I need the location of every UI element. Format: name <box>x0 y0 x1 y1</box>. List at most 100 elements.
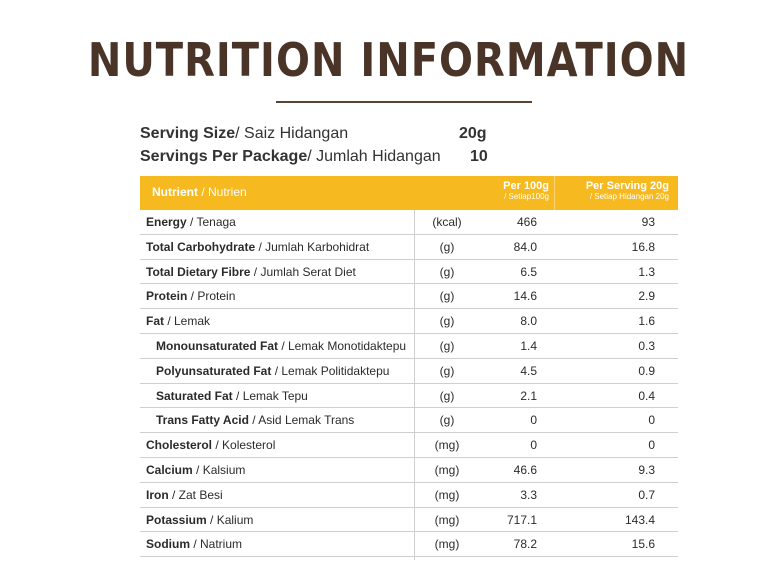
nutrient-name-rest: / Lemak Politidaktepu <box>271 363 390 378</box>
header-nutrient-rest: / Nutrien <box>198 185 247 199</box>
value-per-100g: 8.0 <box>520 314 537 329</box>
nutrient-name: Polyunsaturated Fat / Lemak Politidaktep… <box>156 364 389 378</box>
value-per-serving: 143.4 <box>624 512 655 527</box>
value-per-100g: 3.3 <box>520 487 537 502</box>
servings-per-package-line: Servings Per Package/ Jumlah Hidangan <box>140 148 441 166</box>
nutrient-name-bold: Trans Fatty Acid <box>156 413 249 428</box>
title-underline <box>276 101 532 103</box>
table-row: Total Carbohydrate / Jumlah Karbohidrat (… <box>140 235 678 260</box>
servings-per-package-label-bold: Servings Per Package <box>140 148 308 165</box>
nutrient-name-rest: / Protein <box>187 289 236 304</box>
nutrient-name-rest: / Tenaga <box>186 215 236 229</box>
value-per-100g: 84.0 <box>513 239 537 254</box>
value-per-100g: 14.6 <box>513 289 537 304</box>
value-per-100g: 6.5 <box>520 264 537 279</box>
value-per-100g: 717.1 <box>506 512 537 527</box>
nutrient-name: Protein / Protein <box>146 289 235 303</box>
serving-size-label: / Saiz Hidangan <box>235 125 349 142</box>
nutrient-unit: (g) <box>439 314 455 329</box>
nutrition-table: Nutrient / Nutrien Per 100g / Setiap100g… <box>140 176 678 558</box>
table-row: Cholesterol / Kolesterol (mg) 0 0 <box>140 433 678 458</box>
value-per-serving: 1.3 <box>638 264 655 279</box>
table-row: Fat / Lemak (g) 8.0 1.6 <box>140 309 678 334</box>
nutrient-name: Trans Fatty Acid / Asid Lemak Trans <box>156 413 354 427</box>
table-row: Iron / Zat Besi (mg) 3.3 0.7 <box>140 483 678 508</box>
nutrient-name-rest: / Kolesterol <box>212 438 276 453</box>
nutrient-unit: (mg) <box>434 462 460 477</box>
header-per-100g-sub: / Setiap100g <box>504 192 549 201</box>
nutrient-name-rest: / Kalsium <box>192 462 246 477</box>
nutrient-name-rest: / Lemak Monotidaktepu <box>278 338 407 353</box>
nutrient-name-bold: Iron <box>146 487 169 502</box>
table-body: Energy / Tenaga (kcal) 466 93 Total Carbohyd… <box>140 210 678 558</box>
nutrient-name: Iron / Zat Besi <box>146 488 223 502</box>
header-per-100g: Per 100g / Setiap100g <box>483 180 549 201</box>
value-per-100g: 4.5 <box>520 363 537 378</box>
value-per-serving: 93 <box>641 215 655 229</box>
serving-size-value-wrap: 20g <box>459 125 487 143</box>
nutrient-name: Fat / Lemak <box>146 314 210 328</box>
nutrient-unit: (g) <box>439 338 455 353</box>
nutrient-name-rest: / Jumlah Karbohidrat <box>255 239 370 254</box>
nutrient-name-rest: / Lemak <box>164 314 211 329</box>
nutrient-name-bold: Energy <box>146 215 187 229</box>
nutrient-unit: (mg) <box>434 487 460 502</box>
nutrient-unit: (g) <box>439 413 455 428</box>
value-per-serving: 2.9 <box>638 289 655 304</box>
value-per-serving: 0.9 <box>638 363 655 378</box>
value-per-serving: 9.3 <box>638 462 655 477</box>
table-row: Polyunsaturated Fat / Lemak Politidaktep… <box>140 359 678 384</box>
header-per-100g-main: Per 100g <box>503 180 549 192</box>
nutrient-name-rest: / Natrium <box>190 537 243 552</box>
nutrient-name-bold: Sodium <box>146 537 190 552</box>
header-nutrient-bold: Nutrient <box>152 185 198 199</box>
nutrient-unit: (g) <box>439 388 455 403</box>
nutrient-name-bold: Total Dietary Fibre <box>146 264 251 279</box>
nutrient-name-bold: Calcium <box>146 462 193 477</box>
nutrient-name-bold: Protein <box>146 289 188 304</box>
nutrient-name: Total Carbohydrate / Jumlah Karbohidrat <box>146 240 369 254</box>
value-per-serving: 0.3 <box>638 338 655 353</box>
value-per-100g: 0 <box>530 438 537 453</box>
value-per-serving: 0 <box>648 413 655 428</box>
header-nutrient: Nutrient / Nutrien <box>152 185 247 199</box>
nutrient-name-bold: Polyunsaturated Fat <box>156 363 272 378</box>
value-per-serving: 0.7 <box>638 487 655 502</box>
value-per-serving: 0 <box>648 438 655 453</box>
servings-per-package-value-wrap: 10 <box>470 148 488 166</box>
nutrient-name-rest: / Lemak Tepu <box>232 388 308 403</box>
table-row: Saturated Fat / Lemak Tepu (g) 2.1 0.4 <box>140 384 678 409</box>
nutrient-name: Total Dietary Fibre / Jumlah Serat Diet <box>146 265 356 279</box>
table-row: Trans Fatty Acid / Asid Lemak Trans (g) 0 0 <box>140 408 678 434</box>
nutrient-name: Saturated Fat / Lemak Tepu <box>156 389 308 403</box>
value-per-100g: 2.1 <box>520 388 537 403</box>
table-row: Protein / Protein (g) 14.6 2.9 <box>140 284 678 310</box>
nutrient-name: Energy / Tenaga <box>146 215 236 229</box>
nutrient-unit: (g) <box>439 239 455 254</box>
nutrient-name-bold: Cholesterol <box>146 438 213 453</box>
nutrient-name-bold: Monounsaturated Fat <box>156 338 278 353</box>
table-row: Potassium / Kalium (mg) 717.1 143.4 <box>140 508 678 533</box>
nutrient-unit: (g) <box>439 363 455 378</box>
nutrient-unit: (mg) <box>434 537 460 552</box>
column-divider <box>414 210 415 560</box>
value-per-100g: 46.6 <box>513 462 537 477</box>
nutrient-name-rest: / Zat Besi <box>168 487 223 502</box>
table-row: Monounsaturated Fat / Lemak Monotidaktep… <box>140 334 678 359</box>
value-per-serving: 16.8 <box>631 239 655 254</box>
value-per-100g: 78.2 <box>513 537 537 552</box>
table-row: Energy / Tenaga (kcal) 466 93 <box>140 210 678 235</box>
page-title: NUTRITION INFORMATION <box>87 34 690 88</box>
nutrient-name-rest: / Kalium <box>206 512 254 527</box>
nutrient-name-bold: Saturated Fat <box>156 388 233 403</box>
serving-size-line: Serving Size/ Saiz Hidangan <box>140 125 348 143</box>
servings-per-package-value: 10 <box>470 148 488 165</box>
serving-size-label-bold: Serving Size <box>140 125 236 142</box>
table-header: Nutrient / Nutrien Per 100g / Setiap100g… <box>140 176 678 210</box>
nutrient-name-rest: / Jumlah Serat Diet <box>250 264 356 279</box>
header-per-serving: Per Serving 20g / Setiap Hidangan 20g <box>555 180 669 201</box>
nutrient-name: Cholesterol / Kolesterol <box>146 438 275 452</box>
table-row: Total Dietary Fibre / Jumlah Serat Diet (… <box>140 260 678 285</box>
nutrient-name: Potassium / Kalium <box>146 513 253 527</box>
nutrient-unit: (mg) <box>434 512 460 527</box>
